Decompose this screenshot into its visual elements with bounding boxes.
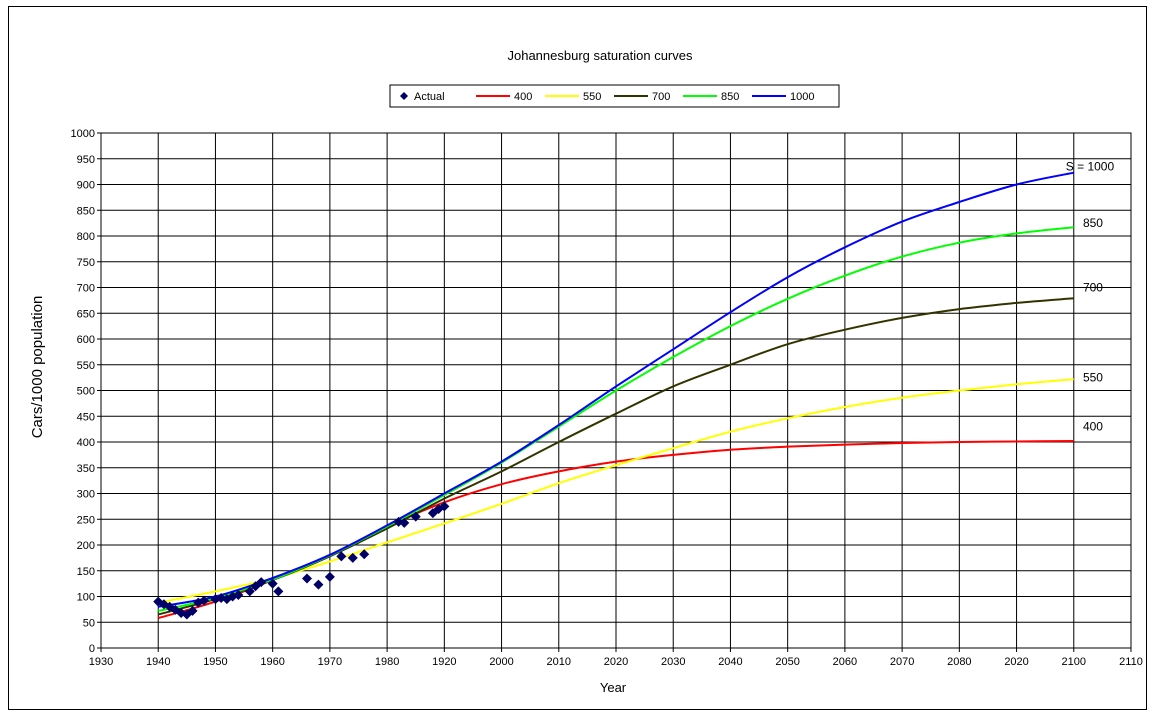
legend: Actual 400 550 700 850 1000 xyxy=(389,84,840,108)
y-tick-label: 800 xyxy=(77,231,95,243)
y-tick-label: 950 xyxy=(77,154,95,166)
x-tick-label: 1980 xyxy=(375,656,399,668)
y-tick-label: 100 xyxy=(77,592,95,604)
y-tick-label: 450 xyxy=(77,411,95,423)
y-axis-title: Cars/1000 population xyxy=(29,296,46,439)
curve-label: 850 xyxy=(1083,216,1103,230)
actual-point xyxy=(199,595,209,606)
curve-label: 550 xyxy=(1083,371,1103,385)
x-tick-label: 2010 xyxy=(547,656,571,668)
y-tick-label: 850 xyxy=(77,205,95,217)
y-tick-label: 650 xyxy=(77,308,95,320)
actual-point xyxy=(244,586,255,597)
actual-point xyxy=(347,552,358,563)
x-tick-label: 1960 xyxy=(260,656,284,668)
x-axis-title: Year xyxy=(600,680,627,695)
x-tick-label: 2060 xyxy=(833,656,857,668)
actual-point xyxy=(187,605,198,616)
legend-label-400: 400 xyxy=(514,91,532,103)
x-tick-label: 2080 xyxy=(947,656,971,668)
actual-point xyxy=(336,551,347,562)
x-tick-label: 1930 xyxy=(89,656,113,668)
actual-point xyxy=(256,577,267,588)
chart-frame: Johannesburg saturation curves Actual 400… xyxy=(8,6,1147,710)
actual-point xyxy=(439,501,450,512)
actual-point xyxy=(399,517,410,528)
legend-label-1000: 1000 xyxy=(790,91,814,103)
y-tick-label: 250 xyxy=(77,514,95,526)
actual-points xyxy=(153,501,450,620)
y-tick-label: 550 xyxy=(77,360,95,372)
x-tick-label: 2110 xyxy=(1119,656,1143,668)
x-tick-label: 1950 xyxy=(203,656,227,668)
y-tick-label: 50 xyxy=(83,617,95,629)
x-tick-label: 2050 xyxy=(775,656,799,668)
curve-label: 400 xyxy=(1083,420,1103,434)
legend-label-850: 850 xyxy=(721,91,739,103)
actual-point xyxy=(273,586,284,597)
legend-label-700: 700 xyxy=(652,91,670,103)
y-tick-label: 0 xyxy=(89,643,95,655)
legend-label-actual: Actual xyxy=(414,91,445,103)
x-tick-label: 2020 xyxy=(1004,656,1028,668)
y-tick-label: 1000 xyxy=(71,128,95,140)
x-tick-label: 2070 xyxy=(890,656,914,668)
y-tick-label: 750 xyxy=(77,257,95,269)
y-tick-label: 900 xyxy=(77,180,95,192)
actual-point xyxy=(359,549,370,560)
curve-label: S = 1000 xyxy=(1066,159,1115,173)
x-tick-label: 2020 xyxy=(604,656,628,668)
actual-point xyxy=(302,573,312,584)
actual-point xyxy=(267,578,278,589)
y-tick-label: 400 xyxy=(77,437,95,449)
chart-svg: Johannesburg saturation curves Actual 400… xyxy=(29,48,1143,695)
actual-point xyxy=(313,579,324,590)
x-tick-label: 1940 xyxy=(146,656,170,668)
x-tick-label: 1970 xyxy=(318,656,342,668)
chart-title: Johannesburg saturation curves xyxy=(507,48,693,63)
y-tick-label: 300 xyxy=(77,489,95,501)
actual-point xyxy=(324,571,335,582)
legend-marker-actual xyxy=(400,92,408,100)
y-tick-label: 600 xyxy=(77,334,95,346)
y-tick-label: 500 xyxy=(77,386,95,398)
tick-labels: 0 50 100 150 200 250 300 350 400 450 500 550 600 650 7… xyxy=(71,128,1143,668)
legend-label-550: 550 xyxy=(583,91,601,103)
x-tick-label: 2040 xyxy=(718,656,742,668)
y-tick-label: 700 xyxy=(77,283,95,295)
annotations: S = 1000 850 700 550 400 xyxy=(1066,159,1115,433)
actual-point xyxy=(410,511,421,522)
x-tick-label: 2100 xyxy=(1062,656,1086,668)
y-tick-label: 350 xyxy=(77,463,95,475)
x-tick-label: 2000 xyxy=(489,656,513,668)
series-line-1000 xyxy=(158,171,1074,608)
curve-label: 700 xyxy=(1083,281,1103,295)
series-line-550 xyxy=(158,378,1074,604)
y-tick-label: 150 xyxy=(77,566,95,578)
x-tick-label: 1920 xyxy=(432,656,456,668)
series-lines xyxy=(157,171,1074,620)
x-tick-label: 2030 xyxy=(661,656,685,668)
actual-point xyxy=(233,589,244,600)
y-tick-label: 200 xyxy=(77,540,95,552)
